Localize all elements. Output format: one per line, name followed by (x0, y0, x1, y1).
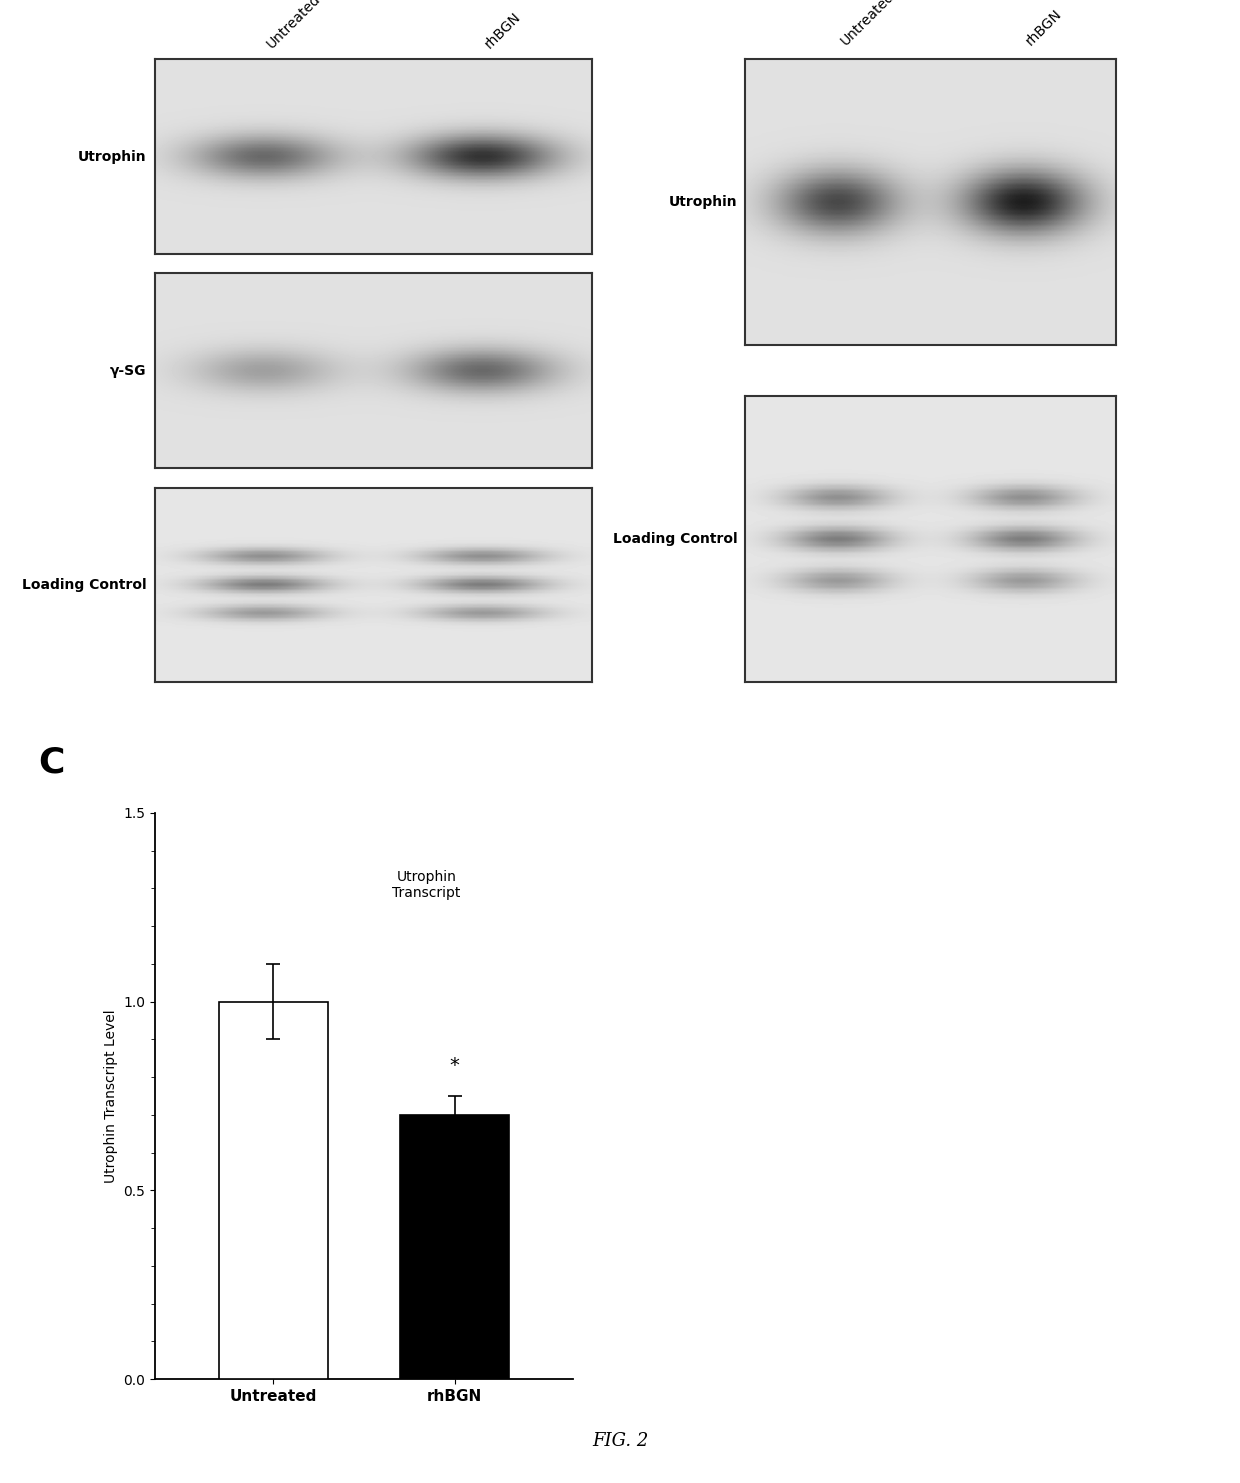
Text: C: C (38, 744, 64, 779)
Text: Utrophin
Transcript: Utrophin Transcript (392, 869, 461, 900)
Text: Untreated: Untreated (838, 0, 897, 47)
Y-axis label: γ-SG: γ-SG (110, 363, 146, 378)
Y-axis label: Loading Control: Loading Control (21, 578, 146, 592)
Bar (401, 1115, 510, 1379)
Text: rhBGN: rhBGN (482, 10, 525, 52)
Bar (218, 1001, 327, 1379)
Y-axis label: Utrophin: Utrophin (78, 150, 146, 163)
Text: Untreated: Untreated (264, 0, 324, 52)
Y-axis label: Loading Control: Loading Control (613, 532, 738, 546)
Y-axis label: Utrophin: Utrophin (668, 196, 738, 209)
Text: rhBGN: rhBGN (1023, 6, 1065, 47)
Text: FIG. 2: FIG. 2 (591, 1433, 649, 1450)
Y-axis label: Utrophin Transcript Level: Utrophin Transcript Level (104, 1010, 118, 1183)
Text: *: * (450, 1056, 460, 1075)
